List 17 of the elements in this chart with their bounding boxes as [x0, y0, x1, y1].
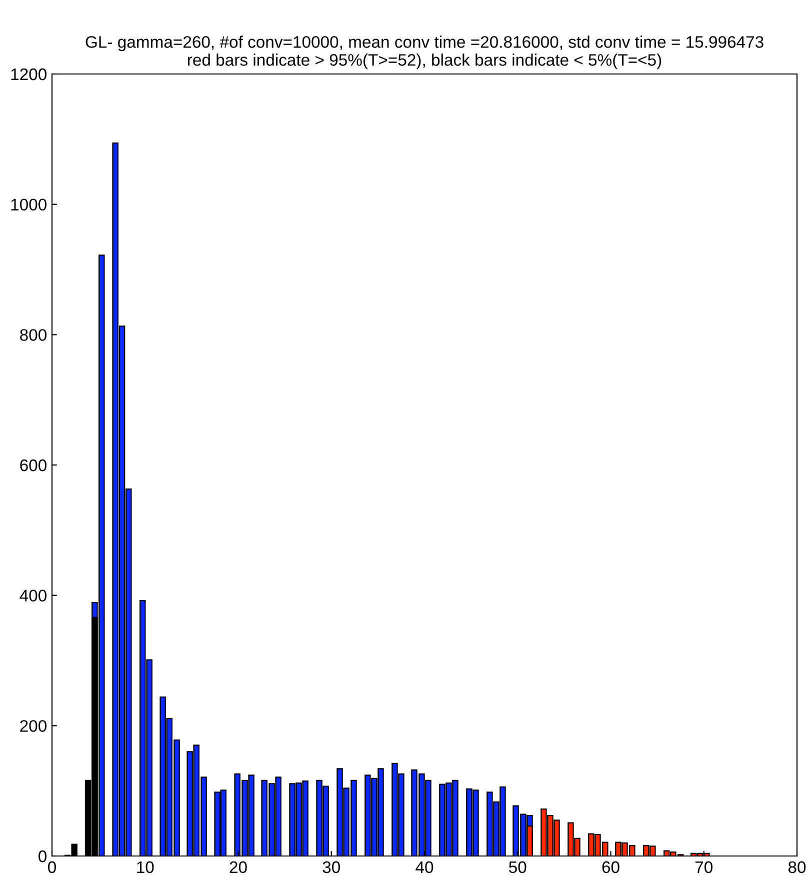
x-tick-label: 10 — [137, 861, 154, 874]
x-tick-label: 60 — [602, 861, 620, 874]
y-tick-label: 0 — [38, 850, 46, 862]
x-tick-label: 50 — [509, 861, 526, 874]
x-tick-label: 30 — [322, 861, 340, 874]
y-tick-label: 400 — [20, 590, 46, 602]
x-tick-label: 70 — [695, 861, 712, 874]
y-tick-label: 600 — [20, 459, 46, 472]
x-tick-label: 0 — [48, 861, 56, 874]
y-tick-label: 200 — [20, 720, 46, 732]
y-tick-label: 1000 — [11, 198, 46, 211]
x-tick-label: 40 — [416, 861, 434, 874]
y-tick-label: 1200 — [11, 68, 46, 80]
x-tick-label: 20 — [230, 861, 247, 874]
chart-title: GL- gamma=260, #of conv=10000, mean conv time =20.816000, std conv time = 15.996473 red bars indicate > 95%(T>=52), black bars indicate < 5%(T=<5) — [86, 36, 764, 70]
y-tick-label: 800 — [20, 329, 46, 341]
x-tick-label: 80 — [788, 861, 806, 874]
